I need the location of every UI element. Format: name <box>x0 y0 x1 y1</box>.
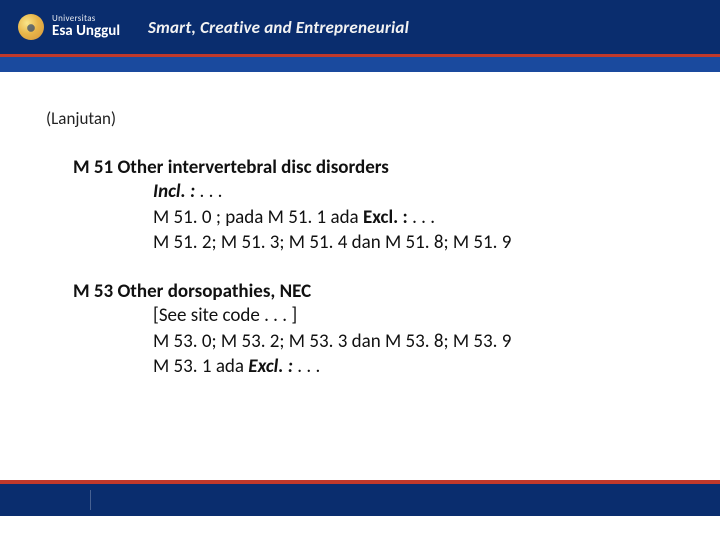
logo-text: Universitas Esa Unggul <box>52 14 120 39</box>
section-body: [See site code . . . ] M 53. 0; M 53. 2; … <box>153 303 673 380</box>
body-line: M 53. 0; M 53. 2; M 53. 3 dan M 53. 8; M… <box>153 329 673 355</box>
body-line: M 53. 1 ada Excl. : . . . <box>153 354 673 380</box>
text-run: Excl. : <box>248 355 297 378</box>
text-run: M 51. 0 ; pada M 51. 1 ada <box>153 206 363 229</box>
logo-univ-name: Esa Unggul <box>52 24 120 40</box>
text-run: M 51. 2; M 51. 3; M 51. 4 dan M 51. 8; M… <box>153 231 511 254</box>
body-line: [See site code . . . ] <box>153 303 673 329</box>
tagline: Smart, Creative and Entrepreneurial <box>148 17 409 38</box>
body-line: M 51. 2; M 51. 3; M 51. 4 dan M 51. 8; M… <box>153 230 673 256</box>
text-run: . . . <box>199 180 222 203</box>
slide-root: Universitas Esa Unggul Smart, Creative a… <box>0 0 720 540</box>
text-run: M 53. 0; M 53. 2; M 53. 3 dan M 53. 8; M… <box>153 330 511 353</box>
body-line: M 51. 0 ; pada M 51. 1 ada Excl. : . . . <box>153 205 673 231</box>
text-run: [See site code . . . ] <box>153 304 297 327</box>
text-run: M 53. 1 ada <box>153 355 248 378</box>
body-line: Incl. : . . . <box>153 179 673 205</box>
text-run: Incl. : <box>153 180 199 203</box>
text-run: . . . <box>412 206 435 229</box>
logo-globe-icon <box>18 14 44 40</box>
subheading: (Lanjutan) <box>46 108 674 129</box>
content-area: (Lanjutan) M 51 Other intervertebral dis… <box>46 108 674 381</box>
section-gap <box>73 256 673 274</box>
header-nav-stripe <box>0 57 720 72</box>
text-run: Excl. : <box>363 206 412 229</box>
header-bar: Universitas Esa Unggul Smart, Creative a… <box>0 0 720 54</box>
sections-container: M 51 Other intervertebral disc disorders… <box>46 147 674 381</box>
footer-bottom-gap <box>0 516 720 540</box>
footer-nav-bar <box>0 484 720 516</box>
logo-univ-label: Universitas <box>52 14 120 23</box>
section-body: Incl. : . . .M 51. 0 ; pada M 51. 1 ada … <box>153 179 673 256</box>
section-heading: M 53 Other dorsopathies, NEC <box>73 280 673 303</box>
section-heading: M 51 Other intervertebral disc disorders <box>73 156 673 179</box>
text-run: . . . <box>297 355 320 378</box>
logo: Universitas Esa Unggul <box>0 14 120 40</box>
